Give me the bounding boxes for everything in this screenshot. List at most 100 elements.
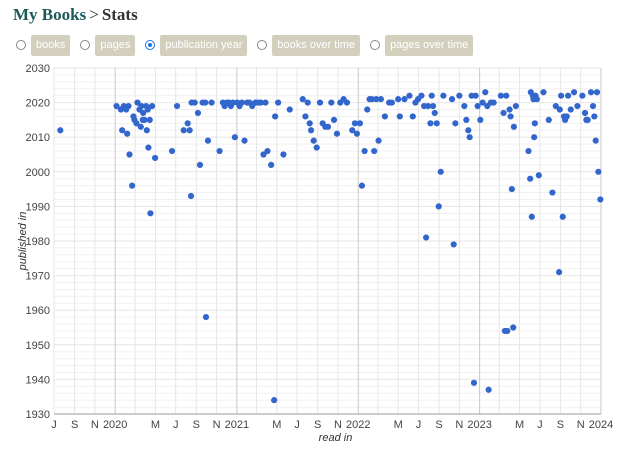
data-point xyxy=(528,213,535,220)
data-point xyxy=(448,96,456,103)
data-point xyxy=(584,116,591,123)
x-tick-label: 2021 xyxy=(225,419,249,431)
tab-pages-over-time[interactable]: pages over time xyxy=(370,34,474,56)
data-point xyxy=(304,99,311,106)
tab-books-over-time-label[interactable]: books over time xyxy=(272,34,361,56)
tab-publication-year[interactable]: publication year xyxy=(145,34,248,56)
data-point xyxy=(409,113,416,120)
data-point xyxy=(151,154,159,162)
y-tick-label: 1930 xyxy=(26,409,50,421)
data-point xyxy=(482,89,489,96)
data-point xyxy=(373,96,380,103)
data-point xyxy=(299,96,306,103)
data-point xyxy=(465,127,472,134)
x-tick-label: S xyxy=(314,419,321,431)
data-point xyxy=(271,397,278,404)
data-point xyxy=(191,99,198,106)
data-point xyxy=(144,106,151,113)
tab-publication-year-label[interactable]: publication year xyxy=(160,34,248,56)
data-point xyxy=(531,120,538,127)
data-point xyxy=(125,102,132,110)
y-tick-label: 1950 xyxy=(26,340,50,352)
data-point xyxy=(531,134,538,141)
radio-pages[interactable] xyxy=(80,40,91,50)
data-point xyxy=(556,269,563,276)
data-point xyxy=(280,151,287,158)
data-point xyxy=(324,123,332,130)
data-point xyxy=(570,89,578,96)
data-point xyxy=(422,234,430,241)
radio-pages-over-time[interactable] xyxy=(370,40,381,50)
data-point xyxy=(216,147,223,155)
tab-books-over-time[interactable]: books over time xyxy=(257,34,361,56)
x-axis-title: read in xyxy=(319,432,353,444)
data-point xyxy=(371,147,378,155)
radio-books-over-time[interactable] xyxy=(257,40,268,50)
data-point xyxy=(472,92,479,99)
data-point xyxy=(302,113,309,120)
data-point xyxy=(202,99,209,106)
y-tick-label: 2000 xyxy=(26,167,50,179)
data-point xyxy=(180,127,187,134)
data-point xyxy=(353,130,361,137)
data-point xyxy=(139,116,146,123)
tab-books[interactable]: books xyxy=(16,34,71,56)
data-point xyxy=(512,102,519,110)
data-point xyxy=(429,102,437,110)
x-tick-label: S xyxy=(435,419,442,431)
data-point xyxy=(485,386,492,393)
data-point xyxy=(146,116,153,123)
data-point xyxy=(431,109,438,117)
data-point xyxy=(196,161,204,168)
y-tick-label: 2010 xyxy=(26,132,50,144)
data-point xyxy=(433,120,440,127)
data-point xyxy=(268,161,275,168)
y-tick-label: 2030 xyxy=(26,63,50,75)
data-point xyxy=(145,144,152,151)
x-tick-label: N xyxy=(213,419,221,431)
x-tick-label: S xyxy=(557,419,564,431)
tab-books-label[interactable]: books xyxy=(31,34,71,56)
data-point xyxy=(349,127,356,134)
data-point xyxy=(567,106,574,113)
data-point xyxy=(126,151,133,158)
tab-pages-label[interactable]: pages xyxy=(95,34,136,56)
data-point xyxy=(470,379,478,386)
data-point xyxy=(388,99,395,106)
data-point xyxy=(587,89,595,96)
data-point xyxy=(343,99,351,106)
x-tick-label: J xyxy=(51,419,57,431)
x-tick-label: N xyxy=(455,419,463,431)
breadcrumb-current: Stats xyxy=(101,5,138,24)
radio-publication-year[interactable] xyxy=(145,40,156,50)
x-tick-label: M xyxy=(151,419,160,431)
data-point xyxy=(589,102,597,110)
data-point xyxy=(138,102,145,110)
data-point xyxy=(129,182,136,189)
stats-view-selector: books pages publication year books over … xyxy=(16,34,483,56)
y-tick-label: 2020 xyxy=(26,98,50,110)
data-point xyxy=(452,120,459,127)
radio-books[interactable] xyxy=(16,40,26,50)
data-point xyxy=(330,116,338,123)
x-tick-label: 2020 xyxy=(103,419,127,431)
x-tick-label: N xyxy=(577,419,585,431)
data-point xyxy=(143,127,150,134)
data-point xyxy=(286,106,293,113)
x-tick-label: 2022 xyxy=(346,419,370,431)
data-point xyxy=(533,96,540,103)
data-point xyxy=(313,144,320,151)
data-point xyxy=(57,127,64,134)
breadcrumb-root-link[interactable]: My Books xyxy=(13,5,87,24)
data-point xyxy=(316,99,324,106)
data-point xyxy=(440,92,447,99)
data-point xyxy=(361,147,368,155)
tab-pages[interactable]: pages xyxy=(80,34,136,56)
x-tick-label: M xyxy=(515,419,524,431)
data-point xyxy=(186,127,193,134)
x-tick-label: M xyxy=(394,419,403,431)
tab-pages-over-time-label[interactable]: pages over time xyxy=(385,34,474,56)
data-point xyxy=(427,120,434,127)
data-point xyxy=(556,106,563,113)
